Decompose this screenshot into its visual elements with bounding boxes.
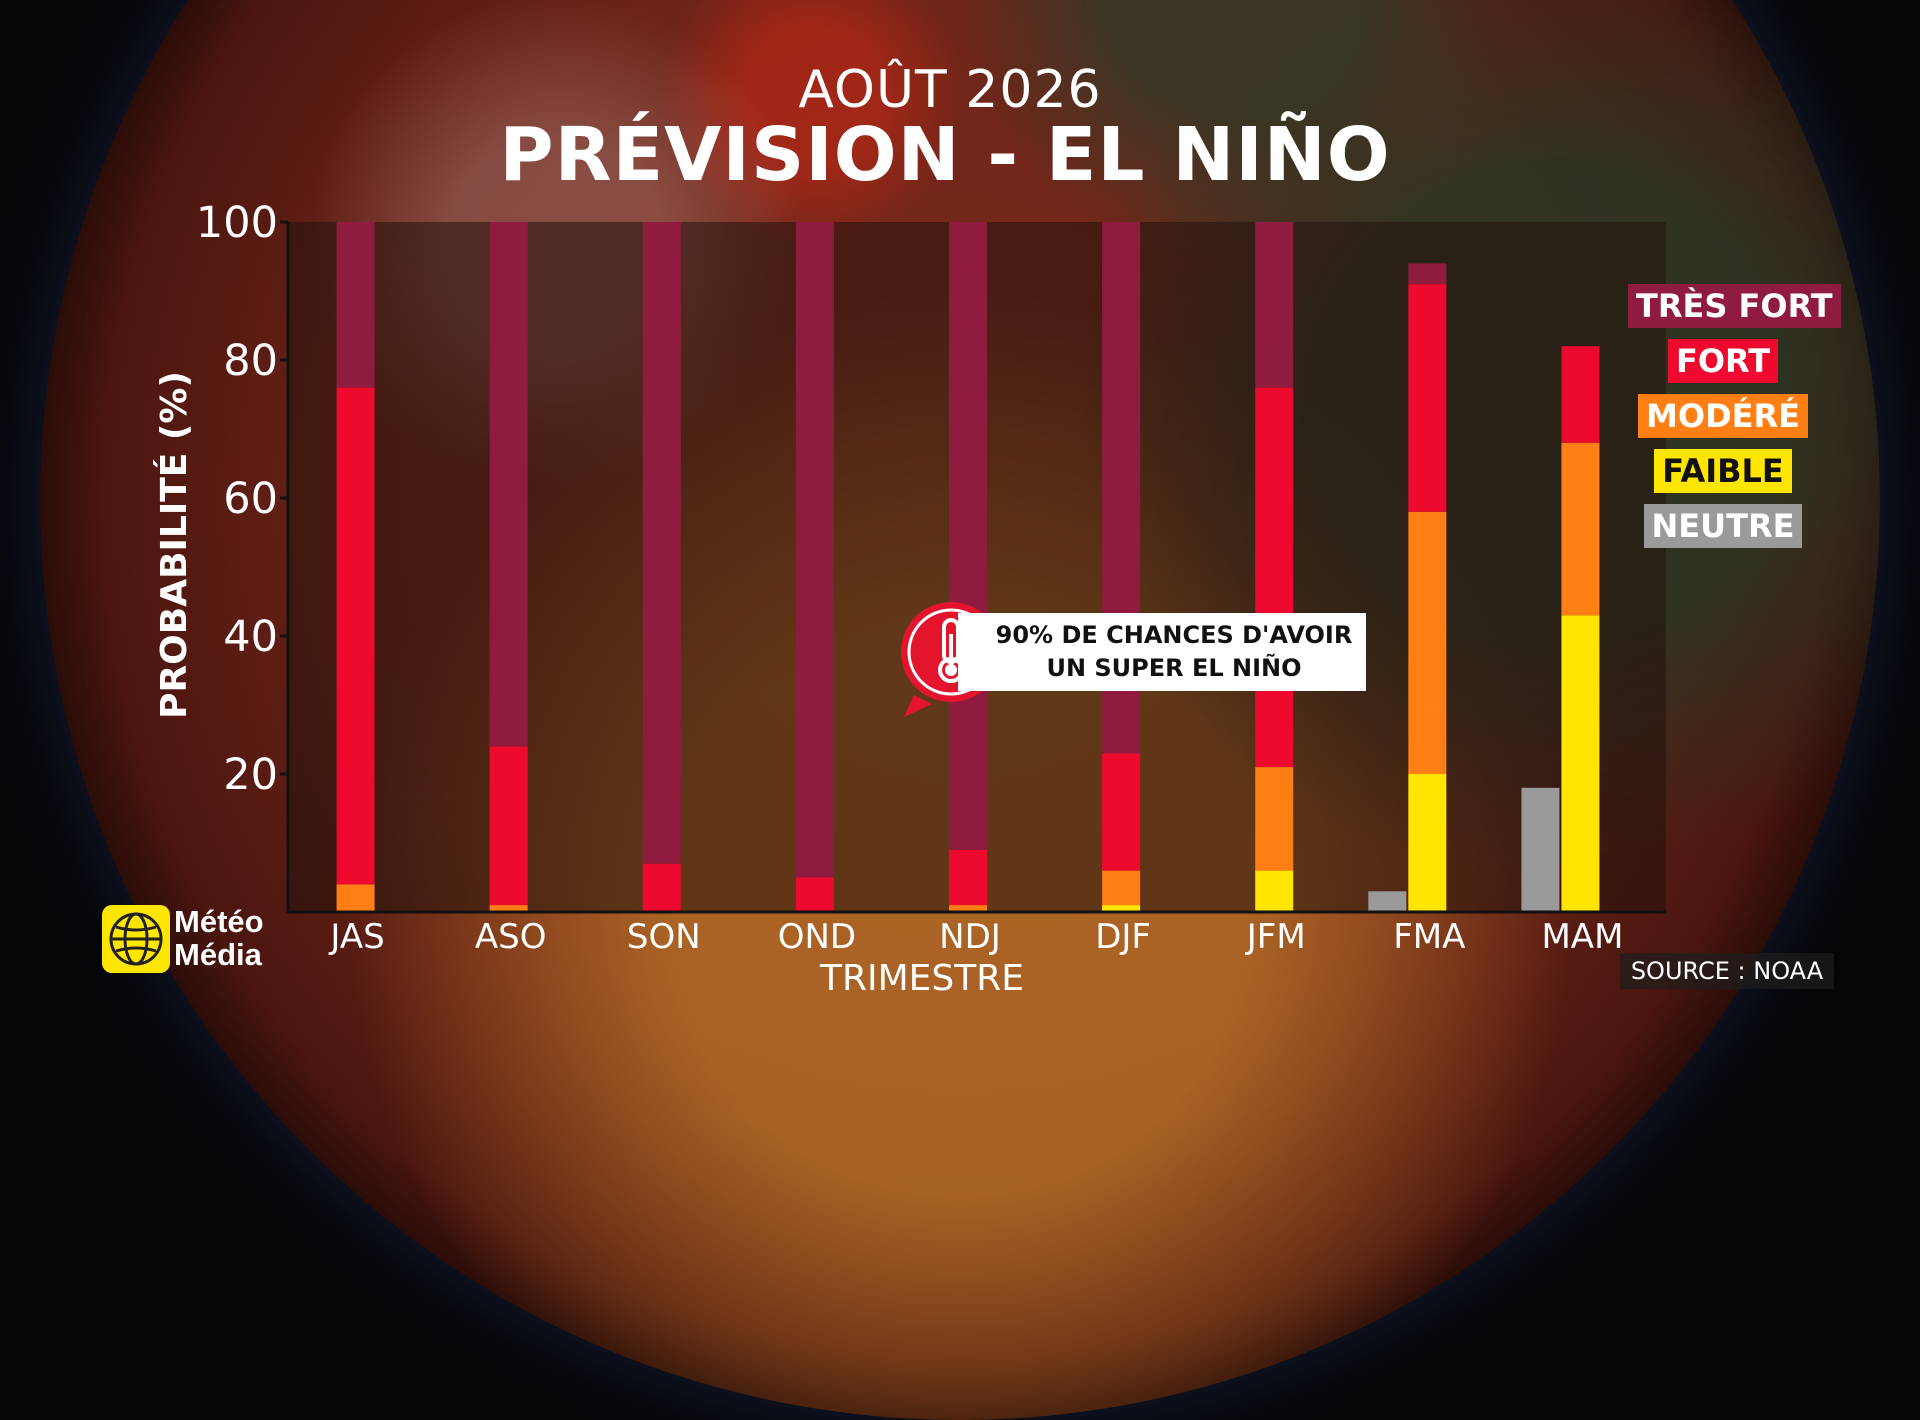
x-axis-title: TRIMESTRE (819, 958, 1024, 999)
brand-name: Météo Média (174, 905, 264, 971)
bar-ndj-4 (949, 222, 987, 850)
bar-fma-neutre (1368, 891, 1407, 912)
x-tick-label-aso: ASO (475, 917, 547, 957)
callout: 90% DE CHANCES D'AVOIR UN SUPER EL NIÑO (958, 613, 1366, 691)
bar-jfm-4 (1255, 222, 1294, 388)
source-label: SOURCE : NOAA (1620, 953, 1834, 989)
legend-item-2: MODÉRÉ (1638, 394, 1808, 438)
bar-jas-3 (336, 387, 375, 885)
legend: TRÈS FORT FORT MODÉRÉ FAIBLE NEUTRE (1628, 284, 1841, 559)
x-tick-label-fma: FMA (1393, 917, 1465, 957)
bar-ndj-2 (949, 905, 987, 912)
bar-djf-3 (1102, 753, 1141, 871)
bar-fma-1 (1408, 774, 1447, 912)
brand-line-2: Média (174, 937, 262, 972)
bar-mam-3 (1561, 346, 1600, 443)
globe-logo-icon (102, 905, 170, 973)
x-tick-label-ond: OND (778, 917, 856, 957)
legend-item-0: TRÈS FORT (1628, 284, 1841, 328)
x-tick-label-mam: MAM (1541, 917, 1623, 957)
bar-jas-2 (336, 884, 375, 912)
bar-aso-3 (489, 746, 528, 906)
callout-line-2: UN SUPER EL NIÑO (1046, 654, 1302, 682)
bar-fma-3 (1408, 284, 1447, 512)
y-axis-title: PROBABILITÉ (%) (153, 371, 195, 719)
bar-jfm-2 (1255, 767, 1294, 871)
brand-logo: Météo Média (102, 905, 292, 977)
bar-son-3 (642, 863, 681, 912)
legend-item-3: FAIBLE (1654, 449, 1792, 493)
x-tick-label-jfm: JFM (1245, 917, 1306, 957)
bar-son-4 (642, 222, 681, 864)
y-tick-label-100: 100 (196, 198, 278, 248)
bar-ond-3 (795, 877, 834, 912)
bar-fma-4 (1408, 263, 1447, 285)
y-tick-label-60: 60 (223, 474, 278, 524)
bar-mam-neutre (1521, 787, 1560, 912)
callout-line-1: 90% DE CHANCES D'AVOIR (995, 621, 1353, 649)
bar-djf-1 (1102, 905, 1141, 912)
x-tick-label-djf: DJF (1095, 917, 1151, 957)
bar-aso-4 (489, 222, 528, 747)
y-tick-label-80: 80 (223, 336, 278, 386)
bar-mam-1 (1561, 615, 1600, 912)
x-tick-label-ndj: NDJ (939, 917, 1001, 957)
legend-item-4: NEUTRE (1643, 504, 1803, 548)
bar-mam-2 (1561, 442, 1600, 616)
bar-djf-2 (1102, 870, 1141, 906)
x-tick-label-jas: JAS (328, 917, 384, 957)
chart-subtitle: AOÛT 2026 (798, 60, 1102, 120)
y-tick-label-40: 40 (223, 612, 278, 662)
stacked-bar-chart: JAS ASO SON OND NDJ DJF JFM FMA MAM 20 40 60 80 100 TR… (153, 198, 1666, 999)
bar-ndj-3 (949, 849, 987, 906)
y-tick-label-20: 20 (223, 750, 278, 800)
bar-jas-4 (336, 222, 375, 388)
callout-text: 90% DE CHANCES D'AVOIR UN SUPER EL NIÑO (994, 619, 1354, 685)
bar-fma-2 (1408, 511, 1447, 774)
chart-title: PRÉVISION - EL NIÑO (499, 112, 1391, 198)
bar-aso-2 (489, 905, 528, 912)
bar-ond-4 (795, 222, 834, 878)
x-tick-label-son: SON (627, 917, 701, 957)
bar-jfm-3 (1255, 387, 1294, 768)
legend-item-1: FORT (1667, 339, 1779, 383)
brand-line-1: Météo (174, 904, 264, 939)
bar-jfm-1 (1255, 870, 1294, 912)
